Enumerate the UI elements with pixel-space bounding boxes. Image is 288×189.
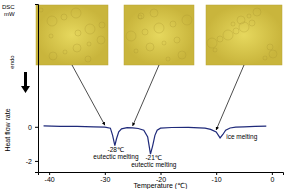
endo-arrow bbox=[21, 72, 30, 93]
y-tick: -2 bbox=[26, 158, 38, 165]
micrograph-texture bbox=[263, 56, 267, 60]
micrograph-texture bbox=[207, 38, 217, 48]
micrograph-texture bbox=[97, 36, 105, 44]
y-label: Heat flow rate bbox=[4, 108, 11, 151]
y-tick-label: 0 bbox=[28, 124, 32, 131]
y-tick-label: -2 bbox=[26, 158, 32, 165]
micrograph bbox=[124, 5, 194, 65]
micrograph bbox=[36, 5, 108, 65]
micrograph-texture bbox=[146, 43, 154, 51]
micrograph-texture bbox=[138, 15, 142, 19]
micrograph-texture bbox=[142, 29, 148, 35]
micrograph-texture bbox=[134, 49, 138, 53]
y-tick: 0 bbox=[28, 124, 38, 131]
x-label: Temperature (℃) bbox=[134, 182, 188, 189]
x-tick: -40 bbox=[45, 172, 55, 183]
x-tick-mark bbox=[161, 172, 162, 175]
annotation: ice melting bbox=[226, 133, 257, 141]
inset-arrow bbox=[133, 65, 159, 126]
inset-arrow bbox=[72, 65, 105, 125]
micrograph-texture bbox=[269, 50, 277, 58]
x-tick: -30 bbox=[100, 172, 110, 183]
micrograph-texture bbox=[99, 22, 105, 28]
micrograph-texture bbox=[87, 42, 91, 46]
micrograph-texture bbox=[73, 44, 81, 52]
endo-label: endo bbox=[9, 55, 15, 69]
micrograph-texture bbox=[71, 8, 81, 18]
x-tick-mark bbox=[49, 172, 50, 175]
x-tick-label: 0 bbox=[270, 176, 274, 183]
micrograph-texture bbox=[249, 20, 255, 26]
micrograph-texture bbox=[154, 23, 164, 33]
micrograph-texture bbox=[231, 22, 235, 26]
plot-area bbox=[44, 126, 267, 154]
micrograph-texture bbox=[217, 36, 223, 42]
micrograph-texture bbox=[182, 15, 192, 25]
micrograph-texture bbox=[213, 48, 217, 52]
y-tick-mark bbox=[35, 127, 38, 128]
y-tick-mark bbox=[35, 161, 38, 162]
x-tick-label: -40 bbox=[45, 176, 55, 183]
x-axis-line bbox=[39, 173, 284, 176]
micrograph-texture bbox=[49, 52, 57, 60]
micrograph-texture bbox=[138, 13, 144, 19]
y-axis-line bbox=[35, 5, 39, 173]
x-tick-label: -10 bbox=[212, 176, 222, 183]
micrograph-texture bbox=[239, 22, 249, 32]
inset-arrow bbox=[216, 65, 244, 130]
y-unit: mW bbox=[4, 11, 15, 17]
x-tick: -10 bbox=[212, 172, 222, 183]
x-tick-mark bbox=[272, 172, 273, 175]
micrograph bbox=[206, 5, 282, 65]
micrograph-texture bbox=[166, 57, 170, 61]
chart: -40-30-20-100-20DSCmWendoHeat flow rateT… bbox=[0, 0, 288, 189]
x-tick-mark bbox=[105, 172, 106, 175]
micrograph-texture bbox=[61, 14, 67, 20]
micrograph-texture bbox=[247, 14, 251, 18]
micrograph-texture bbox=[170, 21, 176, 27]
annotation: eutectic melting bbox=[131, 161, 177, 169]
micrograph-texture bbox=[85, 56, 91, 62]
micrograph-texture bbox=[47, 16, 57, 26]
micrograph-texture bbox=[223, 30, 233, 40]
x-tick: 0 bbox=[270, 172, 274, 183]
dsc-curve bbox=[44, 126, 267, 154]
micrograph-texture bbox=[150, 9, 158, 17]
y-title: DSC bbox=[2, 4, 15, 10]
micrograph-texture bbox=[174, 37, 180, 43]
micrograph-texture bbox=[126, 31, 136, 41]
micrograph-texture bbox=[63, 50, 67, 54]
micrograph-texture bbox=[178, 51, 186, 59]
micrograph-texture bbox=[253, 8, 261, 16]
micrograph-texture bbox=[162, 41, 166, 45]
micrograph-texture bbox=[39, 8, 43, 12]
micrograph-texture bbox=[49, 34, 53, 38]
micrograph-texture bbox=[85, 24, 95, 34]
micrograph-texture bbox=[75, 30, 81, 36]
micrograph-texture bbox=[233, 28, 239, 34]
x-tick-mark bbox=[216, 172, 217, 175]
micrograph-texture bbox=[267, 44, 273, 50]
x-tick-label: -30 bbox=[100, 176, 110, 183]
